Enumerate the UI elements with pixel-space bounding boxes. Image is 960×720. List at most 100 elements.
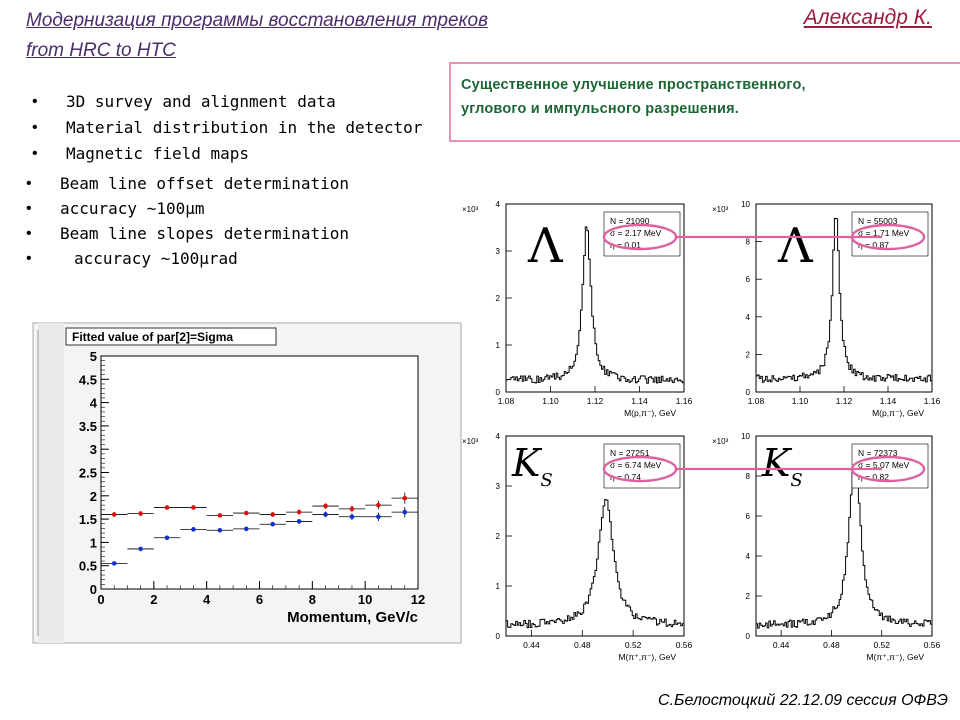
stats-line: η = 0.01 — [610, 240, 641, 250]
callout-box: Существенное улучшение пространственного… — [449, 62, 960, 142]
bullet-item: accuracy ~100μm — [24, 196, 349, 221]
x-tick-label: 1.08 — [748, 396, 765, 406]
y-tick-label: 2.5 — [79, 466, 97, 481]
bullet-list-survey: 3D survey and alignment data Material di… — [30, 89, 422, 167]
particle-label: Λ — [527, 218, 564, 274]
bullet-item: 3D survey and alignment data — [30, 89, 422, 115]
data-point — [243, 510, 249, 516]
x-tick-label: 0.44 — [773, 640, 790, 650]
y-tick-label: 4 — [746, 552, 751, 561]
bullet-item: Beam line offset determination — [24, 171, 349, 196]
stats-line: N = 72373 — [858, 448, 898, 458]
x-tick-label: 1.16 — [924, 396, 941, 406]
data-point — [191, 527, 196, 532]
x-tick-label: 0.48 — [574, 640, 591, 650]
histogram-line — [756, 451, 933, 629]
stats-line: η = 0.82 — [858, 472, 889, 482]
y-tick-label: 2 — [496, 532, 501, 541]
title-line-1: Модернизация программы восстановления тр… — [26, 10, 488, 31]
data-point — [402, 509, 408, 515]
x-tick-label: 1.16 — [676, 396, 693, 406]
data-point — [270, 512, 276, 517]
y-tick-label: 8 — [746, 472, 751, 481]
y-tick-label: 1 — [496, 582, 501, 591]
mass-histogram-4: 0 2 4 6 8 10 ×10³ 0.44 0.48 0.52 0.56M(π⁺,π⁻), GeV… — [712, 432, 941, 662]
y-tick-label: 4.5 — [79, 372, 97, 387]
chart-title-box — [65, 327, 277, 346]
data-point — [296, 519, 302, 524]
y-tick-label: 3 — [496, 247, 501, 256]
y-tick-label: 0.5 — [79, 559, 97, 574]
particle-main: K — [511, 441, 543, 485]
particle-subscript: S — [540, 470, 552, 491]
y-tick-label: 0 — [746, 632, 751, 641]
x-tick-label: 1.10 — [792, 396, 809, 406]
y-tick-label: 4 — [496, 432, 501, 441]
y-tick-label: 10 — [741, 432, 750, 441]
y-tick-label: 5 — [90, 349, 97, 364]
data-point — [349, 514, 355, 520]
x-tick-label: 1.14 — [631, 396, 648, 406]
x-axis-label: M(π⁺,π⁻), GeV — [618, 652, 676, 662]
y-tick-label: 0 — [496, 632, 501, 641]
data-point — [111, 512, 117, 517]
y-tick-label: 3.5 — [79, 419, 97, 434]
series-1 — [101, 506, 418, 566]
y-tick-label: 4 — [746, 313, 751, 322]
x-tick-label: 1.14 — [880, 396, 897, 406]
data-point — [138, 546, 143, 552]
plot-area — [100, 355, 419, 590]
data-point — [243, 526, 249, 532]
y-tick-label: 8 — [746, 238, 751, 247]
slide-title: Модернизация программы восстановления тр… — [26, 6, 488, 66]
y-exponent: ×10³ — [712, 437, 729, 446]
y-tick-label: 2 — [746, 592, 751, 601]
y-tick-label: 0 — [746, 388, 751, 397]
y-tick-label: 0 — [90, 582, 97, 597]
data-point — [164, 505, 170, 510]
data-point — [376, 502, 381, 508]
stats-line: N = 21090 — [610, 216, 650, 226]
particle-label: Λ — [777, 218, 814, 274]
x-tick-label: 0.56 — [924, 640, 941, 650]
x-axis-label: M(p,π⁻), GeV — [624, 408, 676, 418]
y-tick-label: 2 — [746, 350, 751, 359]
y-tick-label: 4 — [90, 396, 98, 411]
mass-histogram-3: 0 1 2 3 4 ×10³ 0.44 0.48 0.52 0.56M(π⁺,π⁻), GeV KS… — [462, 432, 693, 662]
sigma-chart: Fitted value of par[2]=Sigma 0 0.5 1 1.5 2 2.5… — [32, 322, 462, 644]
stats-line: σ = 1.71 MeV — [858, 228, 910, 238]
y-tick-label: 1 — [90, 535, 97, 550]
y-tick-label: 3 — [90, 442, 97, 457]
title-line-2: from HRC to HTC — [26, 40, 176, 61]
callout-line-2: углового и импульсного разрешения. — [461, 101, 740, 117]
particle-label: KS — [511, 441, 553, 491]
stats-line: η = 0.74 — [610, 472, 641, 482]
callout-line-1: Существенное улучшение пространственного… — [461, 77, 806, 93]
histogram-line — [506, 499, 685, 629]
x-axis-label: Momentum, GeV/c — [287, 609, 418, 626]
particle-subscript: S — [790, 470, 802, 491]
mass-histogram-2: 0 2 4 6 8 10 ×10³ 1.08 1.10 1.12 1.14 1.16M(p,π⁻), … — [712, 200, 941, 418]
data-point — [402, 495, 408, 501]
bullet-item: Beam line slopes determination — [24, 221, 349, 246]
histogram-line — [756, 217, 933, 383]
chart-side-strip — [38, 323, 64, 643]
data-point — [323, 512, 328, 517]
y-tick-label: 1 — [496, 341, 501, 350]
chart-title: Fitted value of par[2]=Sigma — [72, 330, 233, 344]
mass-histogram-1: 0 1 2 3 4 ×10³ 1.08 1.10 1.12 1.14 1.16M(p,π⁻), Ge… — [462, 200, 693, 418]
x-tick-label: 6 — [256, 592, 263, 607]
x-tick-label: 0.52 — [625, 640, 642, 650]
data-point — [191, 505, 196, 510]
data-point — [323, 503, 328, 509]
y-tick-label: 2 — [496, 294, 501, 303]
bullet-item: Magnetic field maps — [30, 141, 422, 167]
footer: С.Белостоцкий 22.12.09 сессия ОФВЭ — [658, 692, 948, 709]
particle-label: KS — [761, 441, 803, 491]
y-exponent: ×10³ — [462, 205, 479, 214]
stats-line: σ = 6.74 MeV — [610, 460, 662, 470]
data-point — [217, 513, 223, 518]
x-tick-label: 0.48 — [823, 640, 840, 650]
histogram-line — [506, 226, 685, 384]
